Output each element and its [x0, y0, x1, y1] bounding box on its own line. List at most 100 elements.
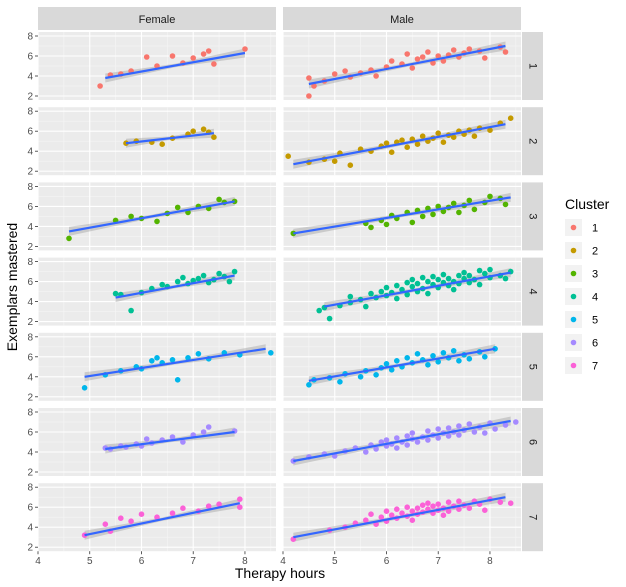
y-tick-label: 6: [27, 277, 33, 288]
data-point: [154, 514, 160, 520]
data-point: [342, 68, 348, 74]
data-point: [430, 211, 436, 218]
data-point: [445, 433, 452, 439]
trend-line: [84, 347, 266, 378]
x-tick-label: 5: [332, 556, 338, 567]
facet-strip-label: 7: [527, 514, 539, 520]
data-point: [476, 267, 483, 274]
legend-label: 7: [592, 361, 598, 373]
legend-swatch: [570, 293, 577, 300]
data-point: [487, 266, 493, 273]
data-point: [414, 439, 421, 445]
y-tick-label: 2: [27, 242, 33, 253]
data-point: [373, 73, 379, 79]
data-point: [102, 521, 109, 527]
data-point: [169, 434, 176, 440]
data-point: [409, 276, 416, 283]
data-point: [211, 134, 217, 140]
data-point: [440, 208, 447, 215]
facet-strip-label: 1: [527, 63, 539, 69]
data-point: [409, 283, 416, 290]
data-point: [174, 204, 181, 211]
trend-line: [105, 430, 235, 451]
data-point: [502, 422, 509, 428]
data-point: [368, 224, 374, 231]
data-point: [445, 425, 452, 431]
legend: Cluster 1 2 3 4 5 6 7: [565, 196, 610, 374]
trend-line: [293, 419, 511, 463]
data-point: [368, 511, 374, 517]
facet-strip-cluster-4: [522, 257, 543, 326]
legend-label: 5: [592, 315, 598, 327]
data-point: [414, 280, 421, 287]
data-point: [482, 354, 488, 360]
data-point: [435, 53, 442, 59]
facet-strip-cluster-3: [522, 182, 543, 251]
y-tick-label: 4: [27, 147, 33, 158]
data-point: [435, 359, 442, 365]
data-point: [404, 504, 411, 511]
data-point: [430, 353, 436, 359]
data-point: [316, 307, 323, 314]
legend-label: 3: [592, 269, 598, 281]
data-point: [414, 141, 421, 147]
data-point: [363, 449, 369, 455]
data-point: [425, 500, 431, 507]
data-point: [128, 213, 134, 220]
x-tick-label: 8: [242, 556, 248, 567]
facet-strip-label: 2: [527, 138, 539, 144]
data-point: [466, 272, 473, 279]
data-point: [112, 290, 119, 297]
data-point: [180, 505, 186, 512]
data-point: [425, 362, 431, 368]
legend-label: 1: [592, 223, 598, 235]
data-point: [331, 158, 338, 164]
data-point: [414, 56, 421, 62]
legend-swatch: [570, 362, 577, 369]
data-point: [450, 200, 457, 207]
data-point: [378, 514, 385, 520]
data-point: [435, 501, 442, 508]
data-point: [200, 429, 207, 435]
data-point: [331, 71, 338, 77]
data-point: [487, 127, 493, 133]
data-point: [216, 270, 222, 277]
data-point: [169, 357, 176, 363]
y-tick-label: 4: [27, 222, 33, 233]
data-point: [383, 437, 390, 443]
facet-strip-label: 5: [527, 364, 539, 370]
facet-strip-label: Female: [139, 14, 176, 26]
facet-strip-cluster-5: [522, 332, 543, 401]
data-point: [195, 275, 202, 282]
data-point: [66, 235, 72, 242]
data-point: [174, 278, 181, 285]
data-point: [471, 133, 478, 139]
data-point: [513, 419, 519, 425]
y-tick-label: 6: [27, 52, 33, 63]
trend-line: [324, 271, 511, 308]
y-tick-label: 2: [27, 92, 33, 103]
data-point: [383, 221, 390, 228]
data-point: [419, 502, 426, 509]
data-point: [502, 49, 509, 55]
data-point: [138, 511, 145, 517]
facet-strip-label: 6: [527, 439, 539, 445]
y-tick-label: 4: [27, 72, 33, 83]
facet-strip-cluster-6: [522, 408, 543, 476]
data-point: [404, 442, 411, 448]
y-tick-label: 8: [27, 107, 33, 118]
legend-items: 1 2 3 4 5 6 7: [565, 219, 598, 374]
facet-strip-label: 4: [527, 289, 539, 295]
data-point: [118, 515, 124, 521]
x-tick-label: 4: [280, 556, 286, 567]
facet-strip-cluster-2: [522, 107, 543, 176]
data-point: [404, 51, 411, 57]
data-point: [231, 268, 238, 275]
data-point: [383, 284, 390, 291]
facet-strip-male: [283, 7, 521, 30]
data-point: [200, 51, 207, 57]
data-point: [195, 351, 202, 357]
data-point: [502, 275, 509, 282]
data-point: [497, 499, 504, 506]
